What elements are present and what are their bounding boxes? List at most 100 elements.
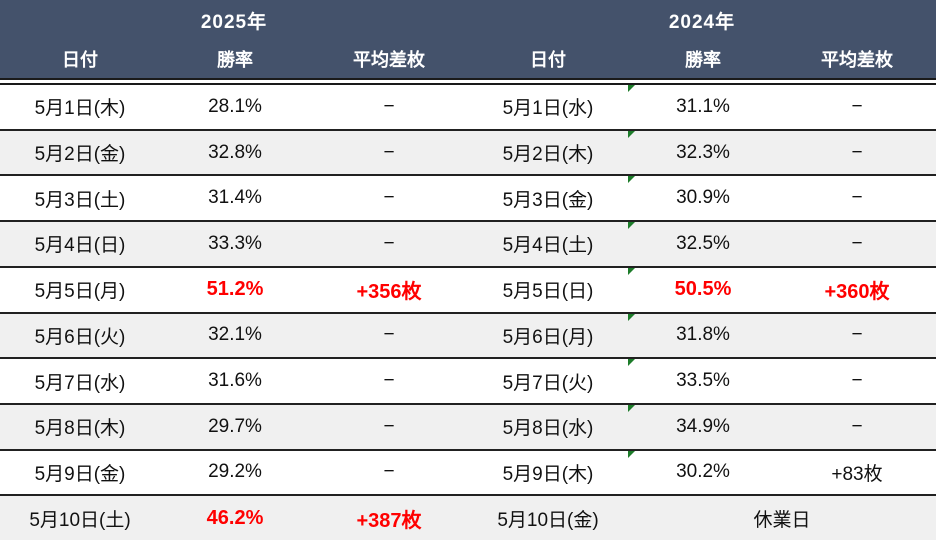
avgdiff-cell-2024: − xyxy=(851,370,863,392)
date-cell-2024: 5月1日(水) xyxy=(502,98,594,120)
winrate-value: 50.5% xyxy=(674,278,732,301)
date-cell-2024: 5月4日(土) xyxy=(502,235,594,257)
table-row-highlight: 5月5日(月) 51.2% +356枚 5月5日(日) 50.5% +360枚 xyxy=(0,267,936,314)
avgdiff-cell-2024: − xyxy=(851,415,863,437)
winrate-cell-2025: 32.8% xyxy=(208,141,262,163)
winrate-cell-2024: 34.9% xyxy=(628,404,778,449)
avgdiff-cell-2024: − xyxy=(851,187,863,209)
table-row: 5月3日(土) 31.4% − 5月3日(金) 30.9% − xyxy=(0,176,936,223)
error-indicator-icon xyxy=(628,85,635,92)
error-indicator-icon xyxy=(628,267,635,275)
winrate-cell-2024: 32.5% xyxy=(628,222,778,266)
date-cell-2025: 5月3日(土) xyxy=(34,189,126,211)
date-cell-2025: 5月6日(火) xyxy=(34,326,126,348)
winrate-value: 30.9% xyxy=(676,187,730,209)
winrate-cell-2024: 50.5% xyxy=(628,267,778,312)
date-cell-2024: 5月9日(木) xyxy=(502,463,594,485)
winrate-cell-2024: 32.3% xyxy=(628,130,778,175)
header-double-border xyxy=(0,78,936,85)
date-cell-2025: 5月9日(金) xyxy=(34,463,126,485)
column-header-row: 日付 勝率 平均差枚 日付 勝率 平均差枚 xyxy=(0,40,936,78)
winrate-value: 31.1% xyxy=(676,95,730,117)
date-cell-2025: 5月2日(金) xyxy=(34,144,126,166)
date-cell-2024: 5月10日(金) xyxy=(497,509,599,531)
error-indicator-icon xyxy=(628,222,635,230)
winrate-cell-2024: 30.9% xyxy=(628,176,778,220)
avgdiff-cell-2025: +387枚 xyxy=(356,509,422,532)
avgdiff-cell-2024: +360枚 xyxy=(824,281,890,304)
year-header-2025: 2025年 xyxy=(200,11,268,33)
error-indicator-icon xyxy=(628,130,635,138)
winrate-value: 34.9% xyxy=(676,415,730,437)
table-row-highlight: 5月10日(土) 46.2% +387枚 5月10日(金) 休業日 xyxy=(0,496,936,540)
date-cell-2024: 5月2日(木) xyxy=(502,144,594,166)
date-cell-2024: 5月5日(日) xyxy=(502,281,594,303)
avgdiff-cell-2024: − xyxy=(851,232,863,254)
table-header: 2025年 2024年 日付 勝率 平均差枚 日付 勝率 平均差枚 xyxy=(0,0,936,78)
error-indicator-icon xyxy=(628,450,635,458)
col-header-avgdiff-2024: 平均差枚 xyxy=(821,50,893,70)
winrate-cell-2025: 51.2% xyxy=(206,278,264,301)
error-indicator-icon xyxy=(628,313,635,321)
avgdiff-cell-2024: − xyxy=(851,95,863,117)
col-header-winrate-2024: 勝率 xyxy=(685,50,721,70)
table-row: 5月4日(日) 33.3% − 5月4日(土) 32.5% − xyxy=(0,222,936,268)
winrate-cell-2024: 31.8% xyxy=(628,313,778,358)
avgdiff-cell-2025: − xyxy=(383,324,395,346)
error-indicator-icon xyxy=(628,359,635,367)
col-header-date-2024: 日付 xyxy=(530,50,566,70)
winrate-value: 32.3% xyxy=(676,141,730,163)
avgdiff-cell-2025: − xyxy=(383,187,395,209)
winrate-value: 30.2% xyxy=(676,461,730,483)
date-cell-2025: 5月1日(木) xyxy=(34,98,126,120)
date-cell-2025: 5月5日(月) xyxy=(34,281,126,303)
avgdiff-cell-2025: +356枚 xyxy=(356,281,422,304)
table-row: 5月2日(金) 32.8% − 5月2日(木) 32.3% − xyxy=(0,130,936,177)
winrate-cell-2025: 31.4% xyxy=(208,187,262,209)
table-row: 5月1日(木) 28.1% − 5月1日(水) 31.1% − xyxy=(0,85,936,131)
date-cell-2025: 5月4日(日) xyxy=(34,235,126,257)
avgdiff-cell-2025: − xyxy=(383,461,395,483)
avgdiff-cell-2024: − xyxy=(851,141,863,163)
avgdiff-cell-2024: − xyxy=(851,324,863,346)
avgdiff-cell-2025: − xyxy=(383,370,395,392)
winrate-cell-2025: 29.2% xyxy=(208,461,262,483)
table-row: 5月6日(火) 32.1% − 5月6日(月) 31.8% − xyxy=(0,313,936,360)
table-body: 5月1日(木) 28.1% − 5月1日(水) 31.1% − 5月2日(金) … xyxy=(0,85,936,540)
col-header-date-2025: 日付 xyxy=(62,50,98,70)
avgdiff-cell-2025: − xyxy=(383,95,395,117)
date-cell-2024: 5月6日(月) xyxy=(502,326,594,348)
date-cell-2025: 5月8日(木) xyxy=(34,418,126,440)
winrate-cell-2025: 28.1% xyxy=(208,95,262,117)
winrate-cell-2025: 31.6% xyxy=(208,370,262,392)
year-header-2024: 2024年 xyxy=(668,11,736,33)
col-header-winrate-2025: 勝率 xyxy=(217,50,253,70)
winrate-cell-2024: 33.5% xyxy=(628,359,778,403)
winrate-value: 32.5% xyxy=(676,232,730,254)
avgdiff-cell-2025: − xyxy=(383,232,395,254)
winrate-cell-2025: 29.7% xyxy=(208,415,262,437)
date-cell-2025: 5月10日(土) xyxy=(29,509,131,531)
table-row: 5月7日(水) 31.6% − 5月7日(火) 33.5% − xyxy=(0,359,936,405)
date-cell-2024: 5月3日(金) xyxy=(502,189,594,211)
year-header-row: 2025年 2024年 xyxy=(0,0,936,40)
winrate-cell-2024: 31.1% xyxy=(628,85,778,129)
winrate-cell-2025: 33.3% xyxy=(208,232,262,254)
winrate-value: 31.8% xyxy=(676,324,730,346)
error-indicator-icon xyxy=(628,176,635,184)
avgdiff-cell-2025: − xyxy=(383,415,395,437)
avgdiff-cell-2024: +83枚 xyxy=(831,463,883,485)
table-row: 5月9日(金) 29.2% − 5月9日(木) 30.2% +83枚 xyxy=(0,450,936,497)
avgdiff-cell-2025: − xyxy=(383,141,395,163)
closed-day-cell-2024: 休業日 xyxy=(753,509,811,531)
winrate-value: 33.5% xyxy=(676,370,730,392)
error-indicator-icon xyxy=(628,404,635,412)
winrate-cell-2025: 46.2% xyxy=(206,506,264,529)
date-cell-2024: 5月7日(火) xyxy=(502,372,594,394)
winrate-cell-2025: 32.1% xyxy=(208,324,262,346)
table-row: 5月8日(木) 29.7% − 5月8日(水) 34.9% − xyxy=(0,404,936,451)
col-header-avgdiff-2025: 平均差枚 xyxy=(353,50,425,70)
date-cell-2025: 5月7日(水) xyxy=(34,372,126,394)
winrate-cell-2024: 30.2% xyxy=(628,450,778,495)
